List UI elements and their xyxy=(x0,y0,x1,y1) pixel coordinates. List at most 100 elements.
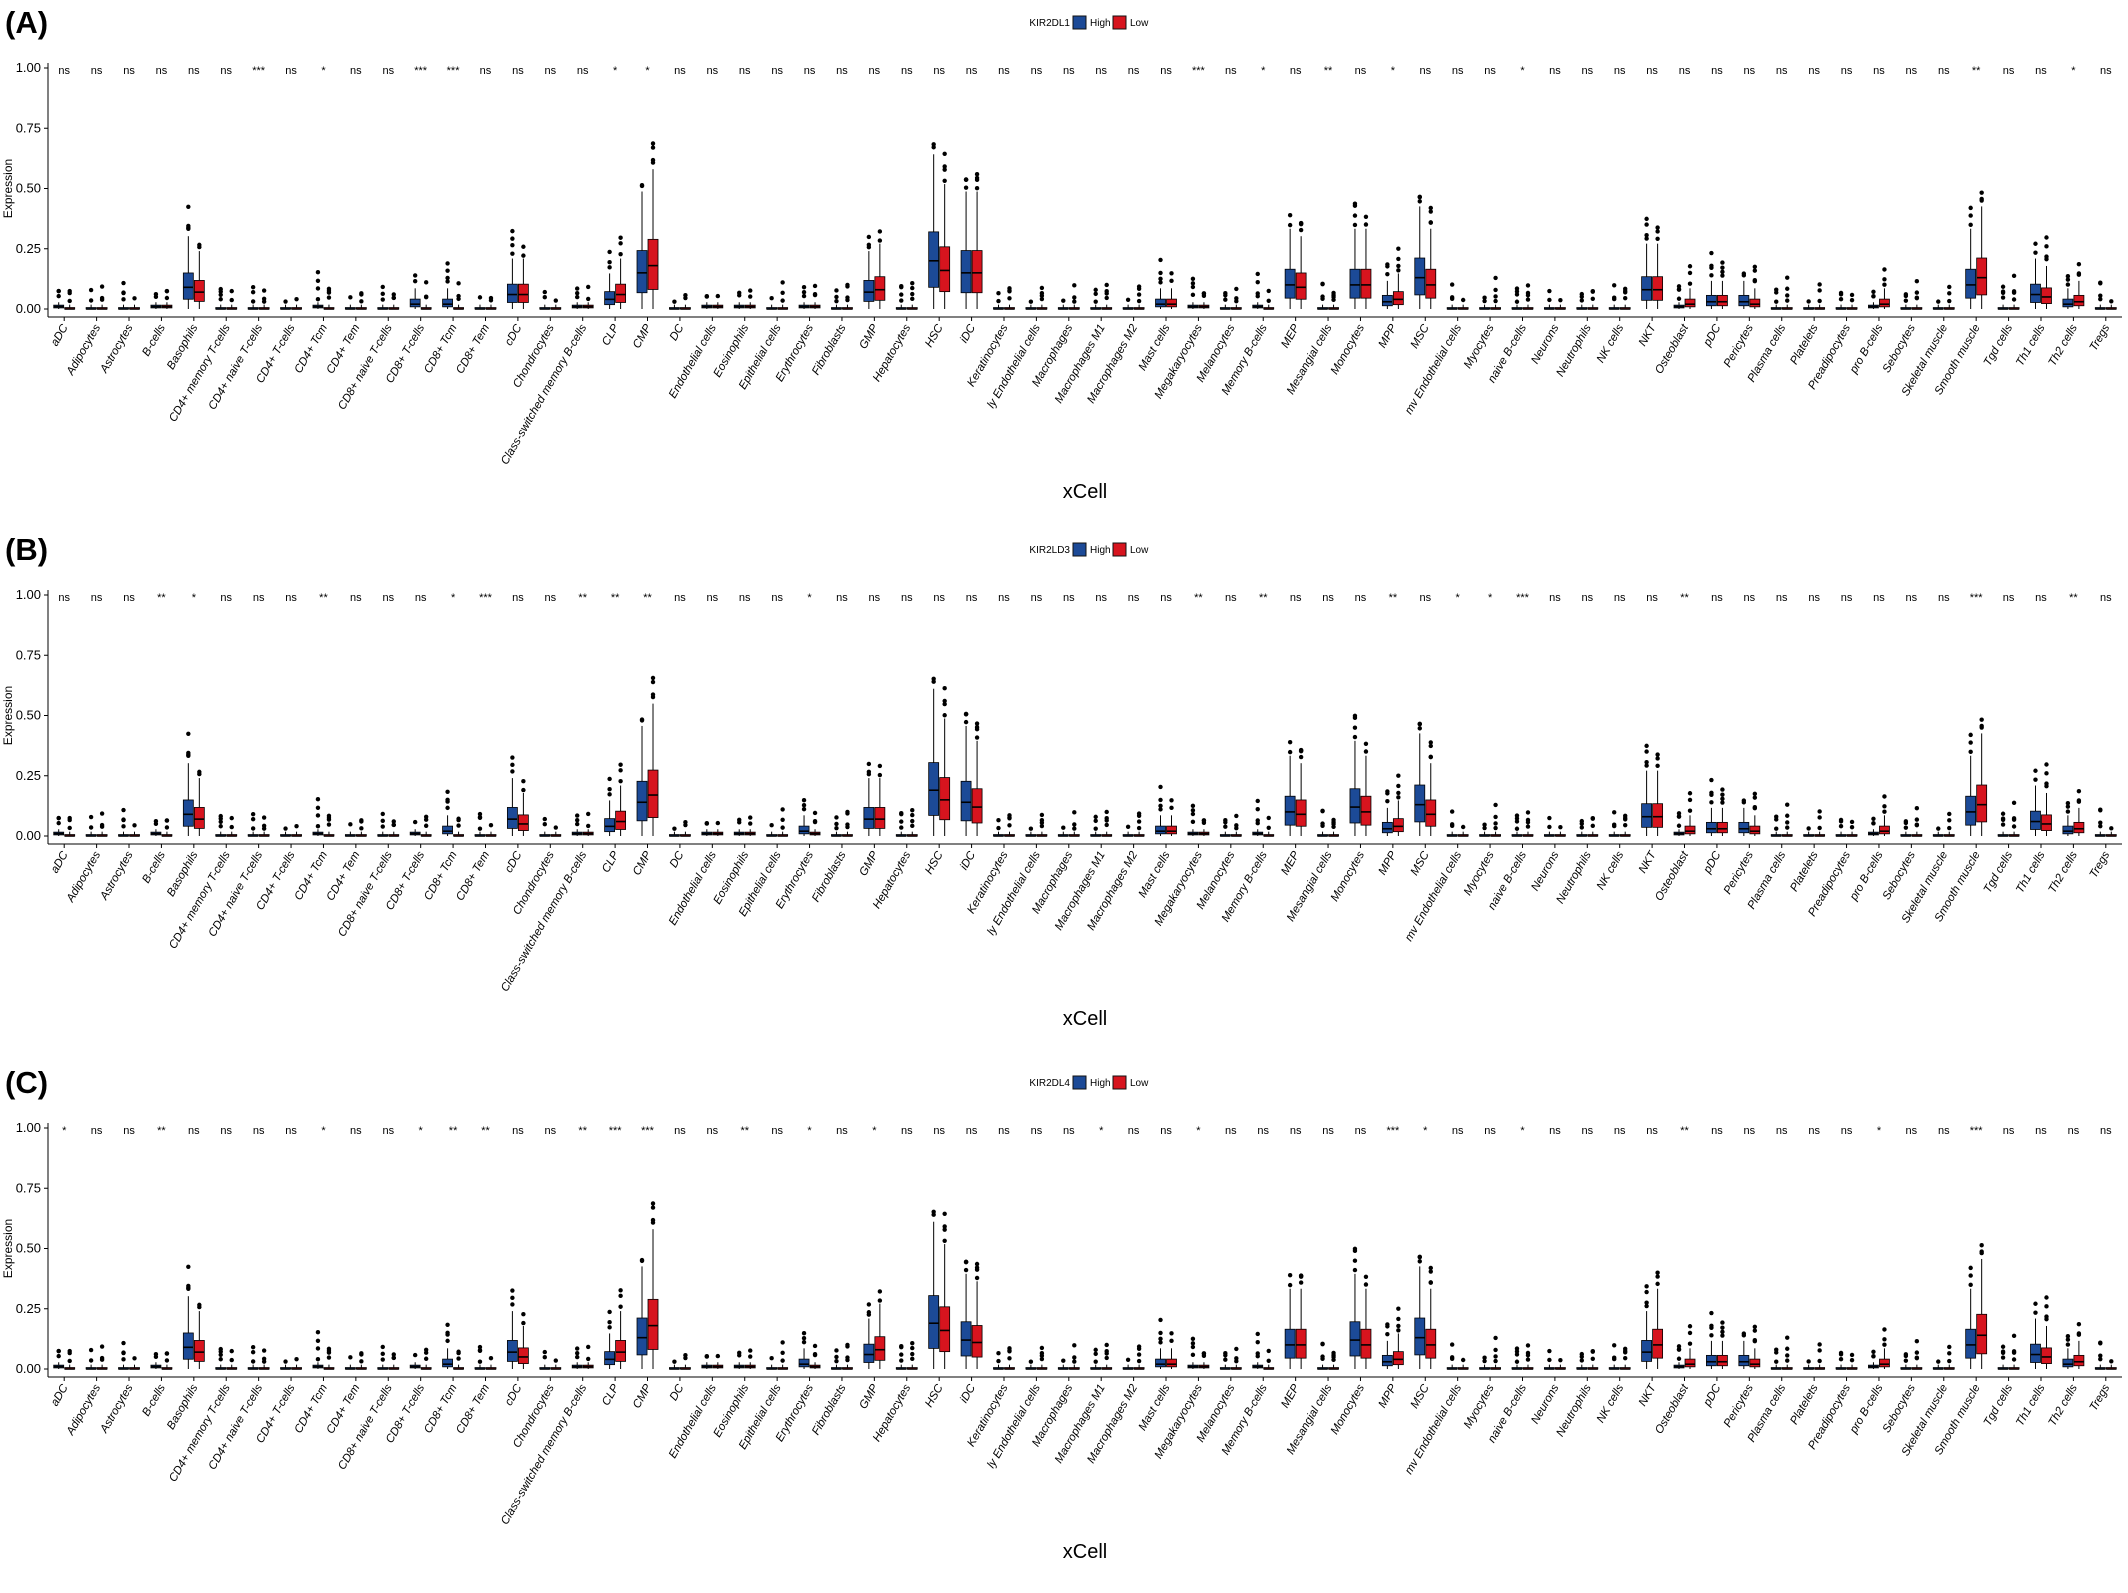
significance-label: ns xyxy=(1614,592,1626,604)
outlier-point xyxy=(1072,295,1077,300)
outlier-point xyxy=(1720,269,1725,275)
significance-label: ** xyxy=(611,592,620,604)
outlier-point xyxy=(164,1351,170,1356)
category-group: *CMP xyxy=(631,65,659,351)
outlier-point xyxy=(1223,824,1228,829)
outlier-point xyxy=(2000,289,2006,294)
outlier-point xyxy=(1655,229,1660,234)
box-low xyxy=(971,1325,983,1358)
box-low xyxy=(1392,818,1404,833)
outlier-point xyxy=(1882,794,1887,799)
box-low xyxy=(1295,799,1307,827)
x-tick-label: Pericytes xyxy=(1722,849,1756,896)
outlier-point xyxy=(229,1348,234,1354)
significance-label: ns xyxy=(188,65,200,77)
outlier-point xyxy=(315,813,321,818)
significance-label: ** xyxy=(1680,1125,1689,1137)
outlier-point xyxy=(1849,297,1855,303)
significance-label: ns xyxy=(58,65,70,77)
significance-label: ns xyxy=(1808,1125,1820,1137)
significance-label: ns xyxy=(1873,592,1885,604)
significance-label: *** xyxy=(447,65,461,77)
outlier-point xyxy=(1817,1358,1822,1364)
outlier-point xyxy=(618,1288,623,1293)
outlier-point xyxy=(1709,273,1714,278)
significance-label: * xyxy=(2071,65,2076,77)
x-tick-label: MPP xyxy=(1377,1382,1400,1410)
outlier-point xyxy=(1255,1331,1260,1337)
outlier-point xyxy=(575,821,580,827)
significance-label: ns xyxy=(869,65,881,77)
outlier-point xyxy=(1882,1337,1887,1342)
outlier-point xyxy=(607,265,612,270)
x-tick-label: Osteoblast xyxy=(1653,322,1691,376)
outlier-point xyxy=(963,1259,969,1265)
significance-label: ns xyxy=(253,592,265,604)
outlier-point xyxy=(899,1343,904,1349)
significance-label: *** xyxy=(1970,592,1984,604)
x-tick-label: Sebocytes xyxy=(1881,322,1918,375)
panel-a: (A) KIR2DL1 High Low0.000.250.500.751.00Exp… xyxy=(1,5,2122,503)
box-low xyxy=(2041,287,2052,304)
outlier-point xyxy=(1028,826,1034,831)
outlier-point xyxy=(521,244,526,249)
outlier-point xyxy=(618,778,623,784)
box-low xyxy=(193,807,205,829)
outlier-point xyxy=(618,241,623,246)
outlier-point xyxy=(1428,1280,1433,1285)
outlier-point xyxy=(121,807,126,813)
category-group: nsB-cells xyxy=(140,65,173,358)
significance-label: ns xyxy=(1031,65,1043,77)
x-tick-label: MPP xyxy=(1377,322,1400,350)
outlier-point xyxy=(996,298,1001,304)
x-tick-label: pDC xyxy=(1701,849,1724,876)
outlier-point xyxy=(1785,1353,1790,1358)
outlier-point xyxy=(1061,1358,1066,1363)
significance-label: ns xyxy=(1679,65,1691,77)
outlier-point xyxy=(1093,1347,1098,1353)
outlier-point xyxy=(542,1355,547,1360)
x-tick-label: CD8+ Tem xyxy=(454,1382,492,1436)
outlier-point xyxy=(218,819,223,824)
x-tick-label: pDC xyxy=(1701,1382,1724,1409)
category-group: ***CD8+ Tem xyxy=(454,592,497,903)
significance-label: ns xyxy=(1841,592,1853,604)
outlier-point xyxy=(229,1357,234,1363)
outlier-point xyxy=(769,1356,774,1361)
box-low xyxy=(1684,825,1696,835)
x-tick-label: Pericytes xyxy=(1722,322,1756,369)
outlier-point xyxy=(1838,819,1844,824)
x-tick-label: Astrocytes xyxy=(98,849,136,903)
outlier-point xyxy=(348,822,353,827)
x-tick-label: Neurons xyxy=(1529,1382,1561,1426)
outlier-point xyxy=(197,1302,202,1308)
x-tick-label: iDC xyxy=(958,322,978,345)
outlier-point xyxy=(1676,823,1682,828)
outlier-point xyxy=(326,1346,332,1352)
outlier-point xyxy=(1428,1269,1433,1274)
outlier-point xyxy=(1136,298,1142,304)
outlier-point xyxy=(2033,768,2038,773)
significance-label: ns xyxy=(1549,65,1561,77)
x-tick-label: Osteoblast xyxy=(1653,849,1691,903)
outlier-point xyxy=(1785,1335,1790,1340)
outlier-point xyxy=(67,1348,72,1354)
legend-title: KIR2DL4 xyxy=(1029,1078,1070,1089)
significance-label: ns xyxy=(1646,65,1658,77)
outlier-point xyxy=(510,236,515,241)
box-high xyxy=(1414,257,1426,296)
outlier-point xyxy=(1914,1350,1920,1355)
x-tick-label: GMP xyxy=(857,322,881,351)
outlier-point xyxy=(942,164,947,169)
legend-label-low: Low xyxy=(1130,18,1149,29)
